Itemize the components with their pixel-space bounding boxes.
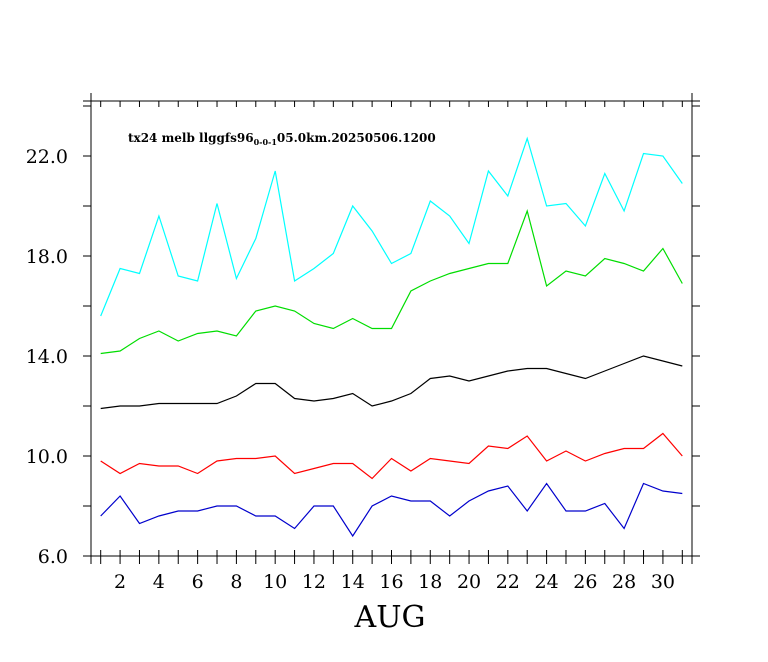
- series-line-3: [100, 355, 683, 410]
- series-line-1: [100, 136, 683, 317]
- y-tick-label: 14.0: [26, 346, 68, 368]
- x-tick-label: 14: [341, 571, 365, 593]
- series-line-5: [100, 482, 683, 538]
- x-tick-label: 10: [263, 571, 287, 593]
- x-tick-label: 12: [302, 571, 326, 593]
- x-tick-label: 4: [153, 571, 165, 593]
- x-tick-label: 24: [535, 571, 559, 593]
- series-line-4: [100, 432, 683, 480]
- y-axis: 6.0 10.0 14.0 18.0 22.0: [26, 105, 700, 568]
- x-tick-label: 26: [573, 571, 597, 593]
- x-tick-label: 22: [496, 571, 520, 593]
- plot-title-subscript: 0-0-1: [254, 137, 277, 147]
- plot-title-main: tx24 melb llggfs96: [128, 131, 254, 145]
- x-tick-label: 8: [230, 571, 242, 593]
- y-tick-label: 10.0: [26, 446, 68, 468]
- x-tick-label: 2: [114, 571, 126, 593]
- x-axis-title: AUG: [354, 600, 426, 635]
- x-tick-label: 18: [418, 571, 442, 593]
- x-tick-label: 20: [457, 571, 481, 593]
- x-tick-label: 28: [612, 571, 636, 593]
- y-tick-label: 22.0: [26, 146, 68, 168]
- x-tick-label: 6: [192, 571, 204, 593]
- series-line-2: [100, 208, 683, 355]
- x-axis: 2 4 6 8 10 12 14 16 18 20 22 24 26 28 30: [100, 101, 683, 593]
- plot-title-tail: 05.0km.20250506.1200: [277, 131, 436, 145]
- y-tick-label: 18.0: [26, 246, 68, 268]
- y-tick-label: 6.0: [38, 546, 68, 568]
- x-tick-label: 16: [379, 571, 403, 593]
- series-group: [100, 136, 683, 538]
- x-tick-label: 30: [651, 571, 675, 593]
- plot-title: tx24 melb llggfs960-0-105.0km.20250506.1…: [128, 131, 436, 147]
